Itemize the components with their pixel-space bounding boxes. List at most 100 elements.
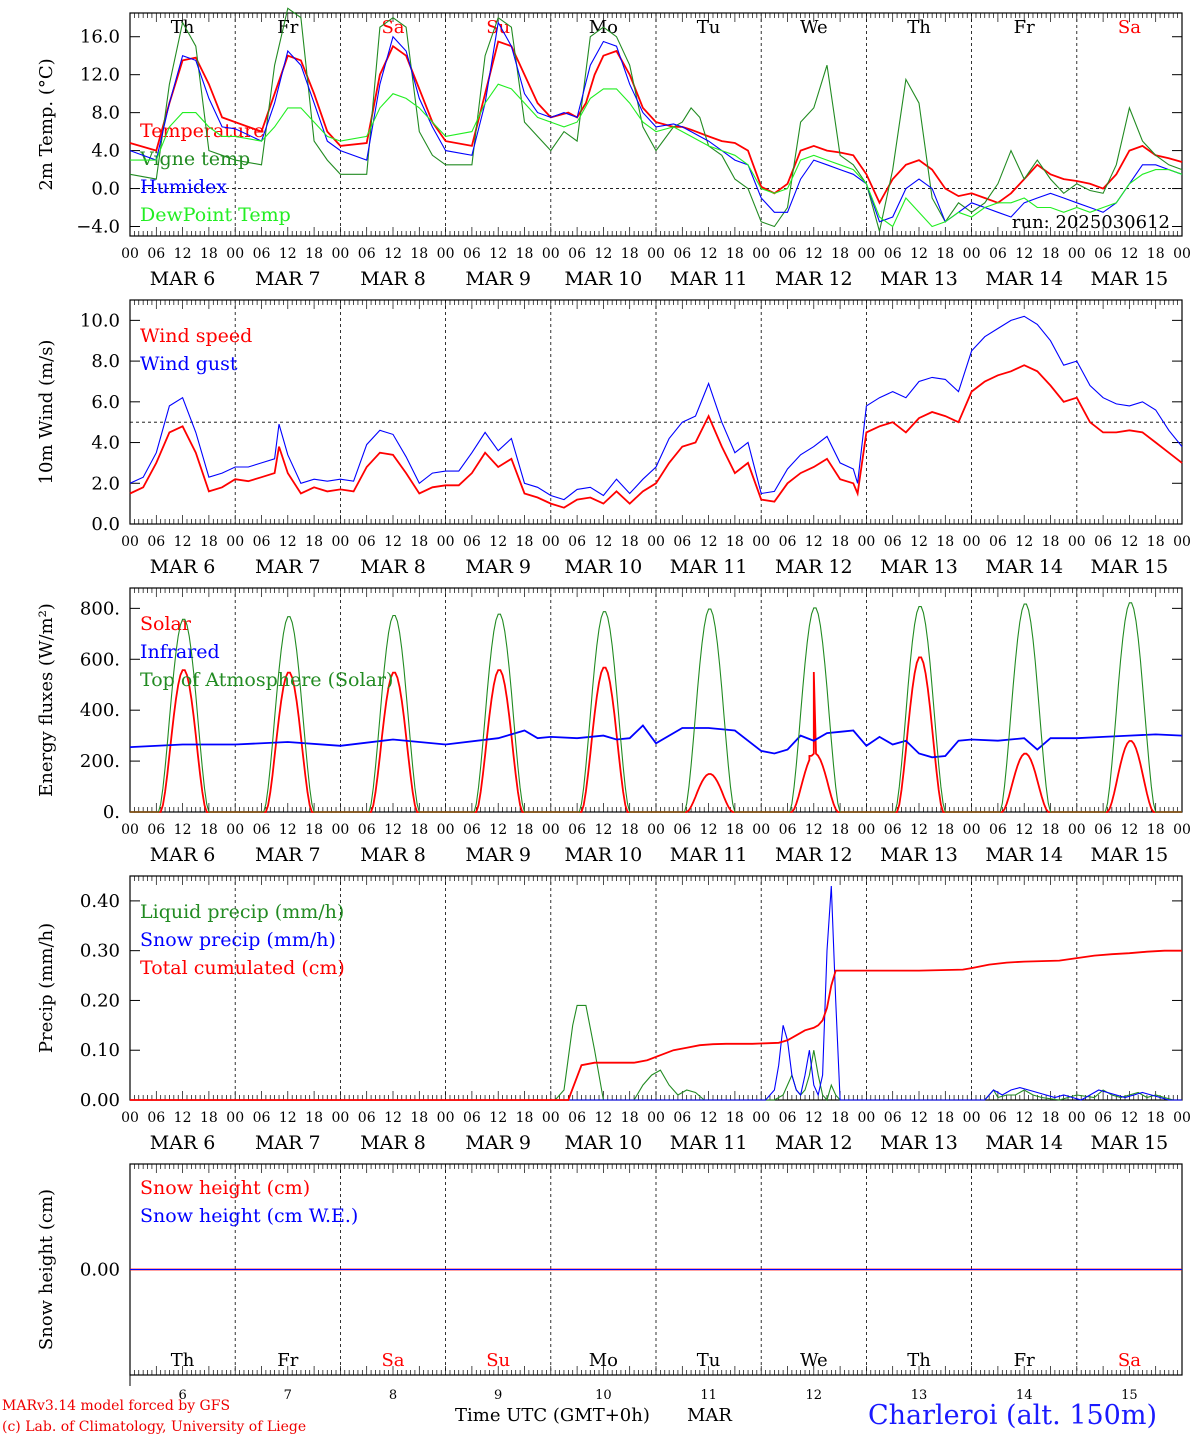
hour-tick-label: 06 [1094,1110,1112,1126]
hour-tick-label: 18 [936,534,954,550]
hour-tick-label: 18 [726,246,744,262]
hour-tick-label: 00 [1068,534,1086,550]
hour-tick-label: 18 [1042,534,1060,550]
hour-tick-label: 06 [673,1110,691,1126]
y-axis-label: Energy fluxes (W/m²) [36,603,57,797]
day-label: Su [486,1350,510,1371]
hour-tick-label: 06 [568,1110,586,1126]
y-tick-label: 8.0 [91,351,120,372]
hour-tick-label: 00 [857,1110,875,1126]
hour-tick-label: 06 [673,534,691,550]
hour-tick-label: 00 [963,534,981,550]
day-label: We [800,1350,828,1371]
hour-tick-label: 00 [1173,1110,1191,1126]
series-line-snow-precip-mm-h- [130,885,1182,1101]
hour-tick-label: 12 [805,246,823,262]
hour-tick-label: 18 [1147,534,1165,550]
y-tick-label: 2.0 [91,473,120,494]
date-label: MAR 13 [880,1132,958,1154]
hour-tick-label: 06 [989,534,1007,550]
series-line-infrared [129,724,1183,759]
footer-lab-credit: (c) Lab. of Climatology, University of L… [2,1419,307,1435]
hour-tick-label: 18 [200,534,218,550]
hour-tick-label: 12 [1120,822,1138,838]
day-number: 6 [178,1388,186,1403]
hour-tick-label: 12 [174,246,192,262]
legend-entry: Top of Atmosphere (Solar) [140,669,393,691]
y-tick-label: 0. [103,802,120,823]
date-label: MAR 15 [1091,268,1169,290]
legend-entry: Snow height (cm W.E.) [140,1205,358,1227]
hour-tick-label: 12 [1120,246,1138,262]
hour-tick-label: 12 [700,534,718,550]
date-label: MAR 12 [775,844,853,866]
hour-tick-label: 00 [1068,246,1086,262]
hour-tick-label: 18 [516,1110,534,1126]
hour-tick-label: 06 [673,246,691,262]
hour-tick-label: 12 [805,822,823,838]
hour-tick-label: 06 [1094,246,1112,262]
hour-tick-label: 06 [253,822,271,838]
date-label: MAR 9 [465,556,531,578]
date-label: MAR 15 [1091,844,1169,866]
hour-tick-label: 18 [1147,822,1165,838]
hour-tick-label: 18 [1042,1110,1060,1126]
date-label: MAR 6 [150,556,216,578]
day-label: Sa [1118,1350,1141,1371]
hour-tick-label: 12 [1120,1110,1138,1126]
date-label: MAR 14 [985,268,1063,290]
hour-tick-label: 12 [1015,534,1033,550]
hour-tick-label: 18 [516,822,534,838]
y-tick-label: 0.40 [80,891,120,912]
hour-tick-label: 12 [910,534,928,550]
hour-tick-label: 06 [884,534,902,550]
hour-tick-label: 18 [305,822,323,838]
hour-tick-label: 12 [279,1110,297,1126]
hour-tick-label: 00 [121,822,139,838]
hour-tick-label: 18 [410,1110,428,1126]
hour-tick-label: 00 [857,534,875,550]
hour-tick-label: 12 [279,822,297,838]
day-number: 8 [389,1388,397,1403]
day-label: Tu [697,17,721,38]
hour-tick-label: 06 [673,822,691,838]
y-tick-label: 600. [80,649,120,670]
panel-5: 0.00 Snow height (cm) Th 6 Fr 7 Sa 8 Su 9 Mo 10 Tu 11… [36,1163,1183,1403]
hour-tick-label: 06 [989,1110,1007,1126]
day-label: Th [171,1350,195,1371]
hour-tick-label: 06 [358,1110,376,1126]
hour-tick-label: 06 [358,534,376,550]
hour-tick-label: 06 [358,246,376,262]
hour-tick-label: 18 [621,1110,639,1126]
hour-tick-label: 12 [384,246,402,262]
hour-tick-label: 06 [147,246,165,262]
hour-tick-label: 06 [779,1110,797,1126]
hour-tick-label: 12 [384,822,402,838]
hour-tick-label: 06 [568,534,586,550]
day-label: Mo [589,1350,618,1371]
footer-model-credit: MARv3.14 model forced by GFS [2,1398,231,1414]
hour-tick-label: 12 [910,822,928,838]
hour-tick-label: 06 [779,822,797,838]
legend-entry: Total cumulated (cm) [140,957,345,979]
hour-tick-label: 00 [752,1110,770,1126]
hour-tick-label: 00 [752,822,770,838]
hour-tick-label: 18 [516,534,534,550]
hour-tick-label: 06 [463,822,481,838]
hour-tick-label: 00 [226,246,244,262]
hour-tick-label: 18 [200,246,218,262]
y-tick-label: 0.0 [91,179,120,200]
date-label: MAR 13 [880,268,958,290]
day-number: 12 [806,1388,823,1403]
day-number: 13 [911,1388,928,1403]
hour-tick-label: 18 [726,1110,744,1126]
hour-tick-label: 00 [331,822,349,838]
y-tick-label: −4.0 [76,217,120,238]
date-label: MAR 7 [255,268,321,290]
date-label: MAR 8 [360,1132,426,1154]
hour-tick-label: 00 [542,534,560,550]
hour-tick-label: 06 [884,246,902,262]
day-label: Fr [277,1350,298,1371]
series-line-solar [130,656,1182,813]
date-label: MAR 14 [985,844,1063,866]
